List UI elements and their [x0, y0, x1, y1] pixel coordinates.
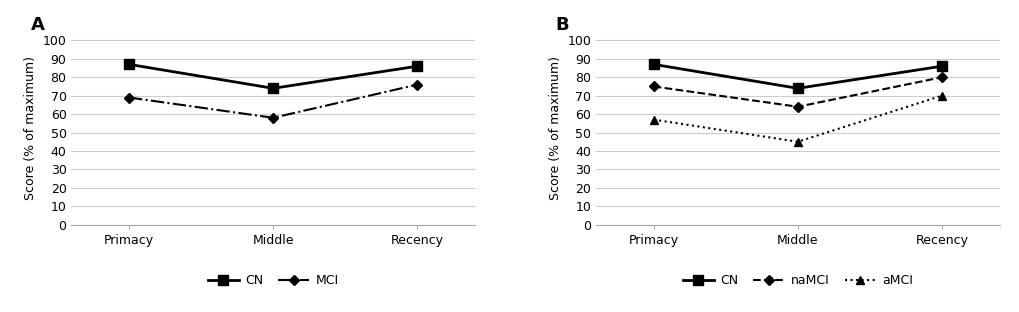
- Text: A: A: [31, 16, 45, 34]
- Y-axis label: Score (% of maximum): Score (% of maximum): [24, 56, 37, 200]
- Text: B: B: [555, 16, 569, 34]
- Legend: CN, naMCI, aMCI: CN, naMCI, aMCI: [677, 269, 917, 292]
- Legend: CN, MCI: CN, MCI: [203, 269, 343, 292]
- Y-axis label: Score (% of maximum): Score (% of maximum): [548, 56, 561, 200]
